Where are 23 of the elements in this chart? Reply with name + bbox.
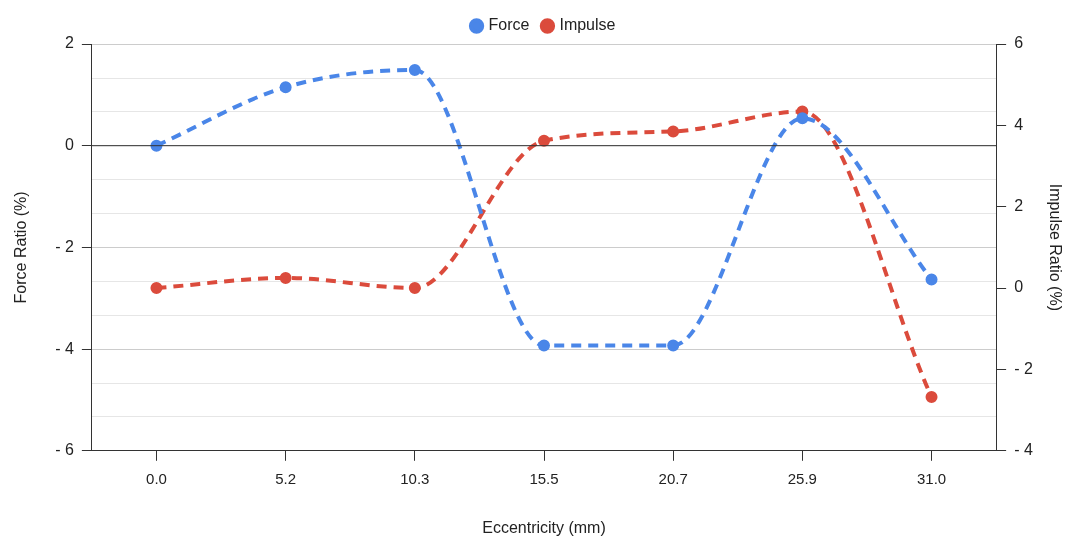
y-tick-label: 0 bbox=[64, 136, 74, 154]
y-tick-label: - 4 bbox=[55, 339, 74, 357]
y-axis-title: Force Ratio (%) bbox=[12, 191, 30, 304]
x-tick-label: 15.5 bbox=[529, 469, 559, 487]
y-tick-label: - 2 bbox=[55, 237, 74, 255]
x-tick-label: 31.0 bbox=[916, 469, 947, 487]
x-tick-label: 20.7 bbox=[658, 469, 688, 487]
x-tick-label: 25.9 bbox=[787, 469, 817, 487]
y2-tick-label: 4 bbox=[1014, 115, 1024, 133]
x-tick-label: 5.2 bbox=[275, 469, 297, 487]
y2-tick-label: 6 bbox=[1014, 34, 1024, 52]
y2-axis-title: Impulse Ratio (%) bbox=[1046, 183, 1064, 311]
x-tick-label: 0.0 bbox=[146, 469, 167, 487]
y2-tick-label: - 2 bbox=[1014, 359, 1033, 377]
x-tick-label: 10.3 bbox=[400, 469, 430, 487]
legend-label: Force bbox=[488, 16, 530, 34]
x-axis-title: Eccentricity (mm) bbox=[482, 518, 606, 536]
y2-tick-label: 2 bbox=[1014, 197, 1024, 215]
legend-label: Impulse bbox=[559, 16, 616, 34]
y-tick-label: 2 bbox=[64, 34, 74, 52]
y2-tick-label: - 4 bbox=[1014, 441, 1033, 459]
y-tick-label: - 6 bbox=[55, 441, 74, 459]
y2-tick-label: 0 bbox=[1014, 278, 1024, 296]
